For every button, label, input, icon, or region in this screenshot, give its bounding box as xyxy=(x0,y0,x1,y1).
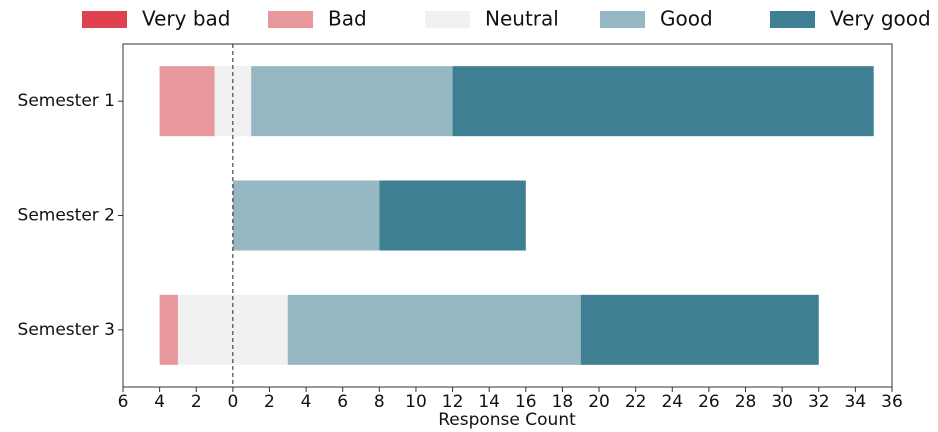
x-tick-label: 32 xyxy=(808,392,830,412)
x-axis-label: Response Count xyxy=(438,410,576,430)
legend-label: Very good xyxy=(830,7,931,31)
x-tick-label: 24 xyxy=(661,392,683,412)
x-tick-label: 4 xyxy=(301,392,312,412)
legend-label: Bad xyxy=(328,7,367,31)
bar-segment xyxy=(232,180,380,251)
bar-segment xyxy=(379,180,526,251)
x-tick-label: 34 xyxy=(845,392,867,412)
bar-segment xyxy=(452,66,874,137)
legend-swatch xyxy=(268,11,313,28)
x-tick-label: 2 xyxy=(191,392,202,412)
legend-label: Good xyxy=(660,7,713,31)
legend-label: Neutral xyxy=(485,7,559,31)
y-tick-label: Semester 2 xyxy=(18,206,115,226)
x-tick-label: 22 xyxy=(625,392,647,412)
bar-segment xyxy=(159,294,178,365)
x-tick-label: 6 xyxy=(118,392,129,412)
legend-label: Very bad xyxy=(142,7,231,31)
bar-segment xyxy=(251,66,453,137)
x-tick-label: 2 xyxy=(264,392,275,412)
legend-swatch xyxy=(82,11,127,28)
legend-swatch xyxy=(770,11,815,28)
bar-segment xyxy=(580,294,819,365)
x-tick-label: 20 xyxy=(588,392,610,412)
x-tick-label: 12 xyxy=(442,392,464,412)
legend-swatch xyxy=(425,11,470,28)
x-tick-label: 30 xyxy=(771,392,793,412)
x-tick-label: 18 xyxy=(552,392,574,412)
x-tick-label: 26 xyxy=(698,392,720,412)
x-tick-label: 36 xyxy=(881,392,903,412)
y-tick-label: Semester 1 xyxy=(18,91,115,111)
x-tick-label: 16 xyxy=(515,392,537,412)
bar-segment xyxy=(159,66,215,137)
x-tick-label: 28 xyxy=(735,392,757,412)
legend-swatch xyxy=(600,11,645,28)
x-tick-label: 8 xyxy=(374,392,385,412)
x-tick-label: 14 xyxy=(478,392,500,412)
x-tick-label: 10 xyxy=(405,392,427,412)
bar-segment xyxy=(287,294,581,365)
x-tick-label: 6 xyxy=(337,392,348,412)
x-tick-label: 0 xyxy=(227,392,238,412)
y-tick-label: Semester 3 xyxy=(18,320,115,340)
x-tick-label: 4 xyxy=(154,392,165,412)
